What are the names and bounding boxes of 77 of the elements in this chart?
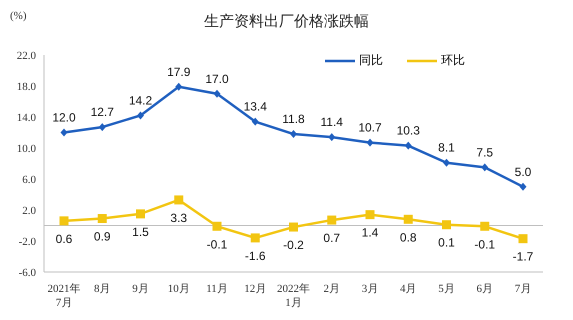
point — [174, 195, 184, 204]
data-label: 10.3 — [396, 124, 420, 138]
point — [98, 123, 106, 132]
data-label: 8.1 — [438, 140, 456, 155]
data-label: 17.0 — [205, 72, 229, 86]
data-label: 3.3 — [170, 210, 188, 225]
y-tick-label: 22.0 — [16, 50, 36, 62]
data-label: 0.8 — [400, 230, 417, 244]
x-tick-label: 6月 — [476, 283, 493, 295]
point — [481, 163, 488, 172]
x-tick-label: 2022年 1月 — [277, 283, 310, 309]
data-label: 1.4 — [362, 226, 379, 240]
data-label: 0.1 — [438, 236, 456, 250]
data-label: 13.4 — [244, 100, 268, 114]
data-label: -1.6 — [244, 248, 266, 263]
x-tick-label: 9月 — [132, 283, 149, 295]
x-tick-label: 7月 — [514, 283, 532, 295]
point — [136, 209, 145, 218]
x-tick-label: 2月 — [324, 283, 340, 295]
point — [327, 216, 336, 225]
point — [518, 234, 528, 244]
data-label: 10.7 — [358, 120, 382, 135]
point — [60, 128, 68, 136]
chart-title: 生产资料出厂价格涨跌幅 — [204, 13, 369, 30]
point — [175, 82, 182, 91]
data-label: 1.5 — [132, 224, 150, 239]
point — [252, 118, 259, 126]
data-label: 12.7 — [90, 105, 114, 120]
data-label: 17.9 — [167, 64, 191, 79]
legend-label: 同比 — [358, 52, 383, 69]
y-tick-label: 14.0 — [16, 112, 36, 124]
point — [214, 90, 220, 98]
data-label: -1.7 — [512, 250, 534, 264]
point — [442, 220, 451, 230]
point — [250, 233, 260, 242]
point — [443, 158, 450, 167]
x-tick-label: 5月 — [438, 283, 455, 295]
x-tick-label: 8月 — [94, 283, 110, 295]
x-tick-label: 3月 — [362, 283, 378, 295]
data-label: -0.1 — [206, 237, 228, 252]
x-tick-label: 10月 — [168, 283, 190, 295]
y-tick-label: -6.0 — [18, 266, 36, 279]
y-tick-label: -2.0 — [18, 236, 36, 248]
legend-label: 环比 — [440, 52, 465, 69]
data-label: 11.4 — [320, 115, 344, 130]
point — [520, 182, 526, 191]
data-label: 7.5 — [476, 145, 494, 160]
data-label: 11.8 — [282, 112, 306, 126]
point — [366, 210, 374, 220]
data-label: -0.1 — [474, 237, 496, 252]
x-tick-label: 4月 — [400, 283, 416, 295]
y-tick-label: 10.0 — [16, 142, 36, 155]
data-label: 0.9 — [94, 230, 111, 244]
point — [366, 138, 374, 147]
data-label: 0.6 — [56, 232, 73, 246]
point — [328, 133, 336, 142]
data-label: 5.0 — [514, 164, 532, 179]
x-tick-label: 12月 — [244, 283, 266, 295]
data-label: -0.2 — [283, 238, 304, 252]
point — [404, 214, 413, 224]
data-label: 14.2 — [128, 93, 152, 108]
y-tick-label: 6.0 — [22, 174, 36, 186]
point — [60, 216, 68, 226]
x-tick-label: 11月 — [206, 283, 228, 295]
y-axis-title: (%) — [10, 10, 26, 22]
y-tick-label: 2.0 — [22, 204, 36, 217]
point — [98, 214, 107, 224]
point — [289, 222, 298, 232]
data-label: 12.0 — [52, 110, 76, 124]
point — [480, 222, 490, 231]
point — [137, 111, 144, 120]
point — [404, 142, 412, 150]
point — [290, 130, 297, 138]
y-tick-label: 18.0 — [16, 80, 36, 93]
point — [212, 222, 222, 231]
data-label: 0.7 — [323, 231, 340, 246]
x-tick-label: 2021年 7月 — [48, 283, 80, 309]
